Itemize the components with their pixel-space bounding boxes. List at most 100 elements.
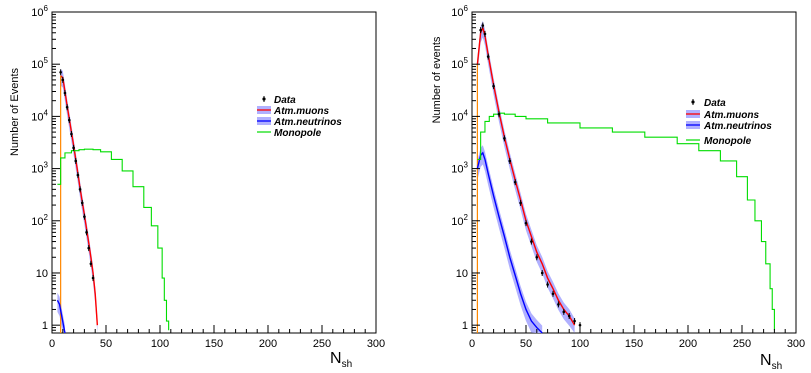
data-point bbox=[524, 220, 528, 227]
x-tick-label: 150 bbox=[625, 338, 643, 350]
data-point bbox=[513, 179, 517, 186]
y-tick-label: 106 bbox=[31, 4, 48, 19]
x-tick-label: 100 bbox=[151, 338, 169, 350]
legend-data-label: Data bbox=[274, 95, 296, 106]
legend-monopole-label: Monopole bbox=[274, 128, 322, 139]
y-tick-label: 102 bbox=[31, 213, 48, 228]
data-point bbox=[535, 254, 539, 261]
x-tick-label: 50 bbox=[520, 338, 532, 350]
legend-data: Data bbox=[691, 98, 726, 109]
left-plot: 0 50 100 150 200 250 300 1 10 102 103 104 105 106 Nu… bbox=[9, 4, 385, 370]
legend-data-marker bbox=[262, 97, 266, 101]
data-point bbox=[74, 157, 78, 164]
data-point bbox=[540, 269, 544, 276]
x-axis-label-main: N bbox=[760, 352, 772, 369]
legend-neutrinos: Atm.neutrinos bbox=[257, 117, 342, 128]
y-tick-label: 105 bbox=[451, 56, 468, 71]
x-tick-label: 200 bbox=[679, 338, 697, 350]
data-point bbox=[85, 229, 88, 236]
x-tick-label: 250 bbox=[733, 338, 751, 350]
plot-frame bbox=[51, 11, 377, 334]
y-axis-ticks: 1 10 102 103 104 105 106 bbox=[31, 4, 60, 332]
muons-band bbox=[60, 68, 98, 334]
y-tick-label: 1 bbox=[42, 320, 48, 332]
data-point bbox=[492, 83, 495, 90]
data-point bbox=[80, 199, 84, 206]
y-tick-label: 103 bbox=[31, 161, 48, 176]
data-point bbox=[78, 186, 82, 193]
legend-data: Data bbox=[262, 95, 296, 106]
y-axis-label: Number of events bbox=[431, 36, 443, 123]
x-axis-label: Nsh bbox=[760, 352, 782, 372]
x-tick-label: 300 bbox=[787, 338, 805, 350]
uncertainty-bands bbox=[57, 68, 98, 334]
data-point bbox=[83, 213, 86, 220]
legend-monopole: Monopole bbox=[686, 136, 752, 147]
legend-data-marker bbox=[691, 100, 695, 104]
data-point bbox=[59, 69, 62, 76]
data-point bbox=[546, 281, 549, 288]
series-lines bbox=[56, 75, 170, 334]
data-point bbox=[76, 172, 80, 179]
y-tick-label: 102 bbox=[451, 213, 468, 228]
muons-line bbox=[60, 75, 99, 326]
muons-line bbox=[476, 25, 576, 326]
muons-band bbox=[477, 20, 575, 333]
data-point bbox=[61, 76, 65, 83]
data-point bbox=[479, 27, 482, 34]
data-point bbox=[72, 144, 75, 151]
y-axis-label: Number of Events bbox=[9, 67, 21, 156]
y-tick-label: 106 bbox=[451, 4, 468, 19]
monopole-line bbox=[477, 112, 775, 331]
legend-neutrinos-label: Atm.neutrinos bbox=[273, 117, 342, 128]
y-tick-label: 10 bbox=[36, 268, 48, 280]
x-tick-label: 250 bbox=[313, 338, 331, 350]
x-tick-label: 300 bbox=[367, 338, 385, 350]
neutrinos-line bbox=[476, 151, 543, 334]
data-point bbox=[503, 135, 506, 142]
data-point bbox=[87, 245, 91, 252]
data-point bbox=[481, 22, 485, 29]
legend-neutrinos: Atm.neutrinos bbox=[686, 121, 772, 132]
data-point bbox=[562, 308, 566, 315]
x-tick-label: 200 bbox=[259, 338, 277, 350]
y-tick-label: 103 bbox=[451, 161, 468, 176]
plot-frame bbox=[471, 11, 797, 334]
legend-monopole-label: Monopole bbox=[704, 136, 752, 147]
data-point bbox=[67, 117, 71, 124]
x-axis-ticks: 0 50 100 150 200 250 300 bbox=[469, 325, 805, 350]
x-axis-label: Nsh bbox=[330, 350, 352, 370]
x-tick-label: 0 bbox=[49, 338, 55, 350]
y-tick-label: 10 bbox=[456, 268, 468, 280]
x-tick-label: 0 bbox=[469, 338, 475, 350]
x-axis-label-main: N bbox=[330, 350, 342, 367]
y-tick-label: 104 bbox=[451, 108, 468, 123]
data-points bbox=[59, 69, 95, 282]
data-point bbox=[486, 53, 490, 60]
data-point bbox=[551, 290, 555, 297]
x-tick-label: 100 bbox=[571, 338, 589, 350]
legend-muons-label: Atm.muons bbox=[273, 106, 329, 117]
data-point bbox=[483, 30, 487, 37]
x-axis-label-sub: sh bbox=[342, 359, 353, 370]
y-tick-label: 1 bbox=[462, 320, 468, 332]
x-axis-ticks: 0 50 100 150 200 250 300 bbox=[49, 325, 385, 350]
data-point bbox=[530, 238, 533, 245]
x-axis-label-sub: sh bbox=[772, 361, 783, 372]
y-axis-ticks: 1 10 102 103 104 105 106 bbox=[451, 4, 480, 332]
data-point bbox=[573, 318, 576, 325]
neutrinos-band bbox=[477, 145, 543, 333]
data-point bbox=[91, 275, 95, 282]
uncertainty-bands bbox=[477, 20, 575, 333]
x-tick-label: 150 bbox=[205, 338, 223, 350]
data-point bbox=[63, 90, 67, 97]
data-point bbox=[65, 104, 69, 111]
legend: Data Atm.muons Atm.neutrinos Monopole bbox=[257, 95, 342, 139]
data-point bbox=[497, 111, 501, 118]
legend-muons: Atm.muons bbox=[686, 110, 759, 121]
data-point bbox=[89, 260, 93, 267]
data-point bbox=[508, 157, 512, 164]
y-tick-label: 104 bbox=[31, 108, 48, 123]
legend-muons-label: Atm.muons bbox=[703, 110, 759, 121]
